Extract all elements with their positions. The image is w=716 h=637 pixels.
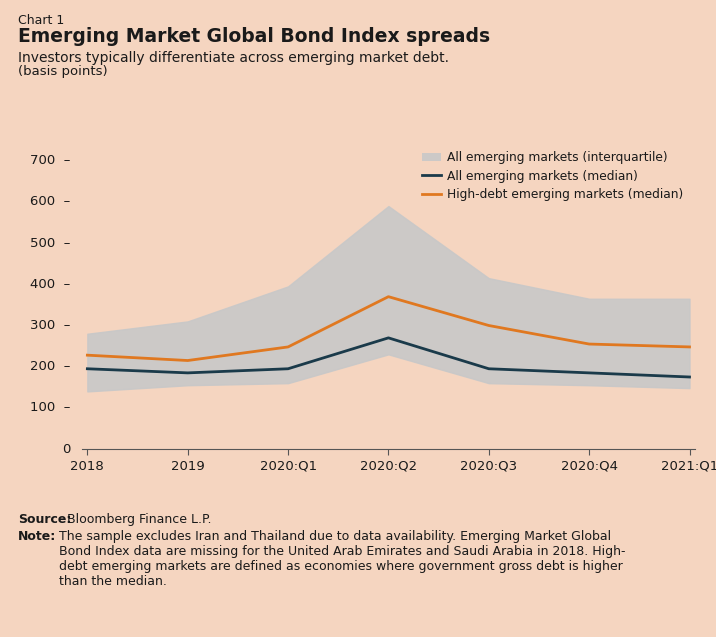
Text: (basis points): (basis points) bbox=[18, 65, 107, 78]
Legend: All emerging markets (interquartile), All emerging markets (median), High-debt e: All emerging markets (interquartile), Al… bbox=[417, 147, 688, 206]
Text: 700  –: 700 – bbox=[30, 154, 70, 168]
Text: 500  –: 500 – bbox=[30, 236, 70, 250]
Text: Investors typically differentiate across emerging market debt.: Investors typically differentiate across… bbox=[18, 51, 449, 65]
Text: Note:: Note: bbox=[18, 530, 56, 543]
Text: 400  –: 400 – bbox=[30, 278, 70, 291]
Text: Source:: Source: bbox=[18, 513, 72, 526]
Text: 300  –: 300 – bbox=[30, 319, 70, 332]
Text: 600  –: 600 – bbox=[30, 196, 70, 208]
Text: 100  –: 100 – bbox=[30, 401, 70, 415]
Text: 0: 0 bbox=[62, 443, 70, 455]
Text: 200  –: 200 – bbox=[30, 360, 70, 373]
Text: Emerging Market Global Bond Index spreads: Emerging Market Global Bond Index spread… bbox=[18, 27, 490, 46]
Text: Bloomberg Finance L.P.: Bloomberg Finance L.P. bbox=[67, 513, 211, 526]
Text: The sample excludes Iran and Thailand due to data availability. Emerging Market : The sample excludes Iran and Thailand du… bbox=[59, 530, 625, 588]
Text: Chart 1: Chart 1 bbox=[18, 14, 64, 27]
